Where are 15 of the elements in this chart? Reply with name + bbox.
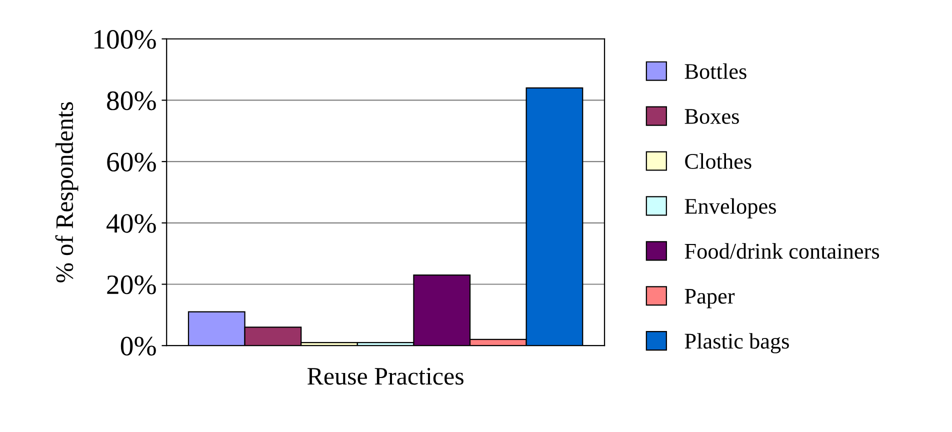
y-tick-label: 40% xyxy=(106,214,156,233)
legend-label: Clothes xyxy=(685,153,752,169)
y-tick-label: 0% xyxy=(120,336,156,356)
y-tick-label: 80% xyxy=(107,91,156,110)
legend-label: Food/drink containers xyxy=(684,243,880,259)
y-tick-label: 100% xyxy=(94,30,156,49)
legend-label: Boxes xyxy=(684,109,739,124)
legend-label: Envelopes xyxy=(684,198,776,218)
x-axis-title: Reuse Practices xyxy=(307,368,464,385)
y-axis-title: % of Respondents xyxy=(55,102,78,282)
y-tick-label: 20% xyxy=(107,275,156,294)
legend-label: Plastic bags xyxy=(684,333,789,354)
legend-label: Bottles xyxy=(684,63,746,79)
y-tick-label: 60% xyxy=(107,152,156,172)
legend-label: Paper xyxy=(684,288,735,308)
